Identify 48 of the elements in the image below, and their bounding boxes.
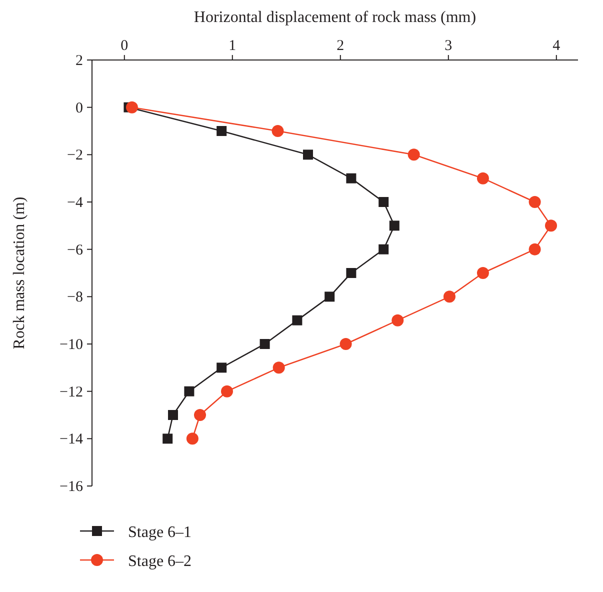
y-tick-label: −14 (60, 432, 84, 448)
point (126, 101, 138, 114)
point (216, 126, 227, 136)
point (528, 196, 541, 208)
point (346, 268, 356, 278)
point (408, 148, 420, 161)
point (545, 220, 557, 232)
y-tick-label: −16 (60, 479, 84, 495)
x-axis-title: Horizontal displacement of rock mass (mm) (194, 9, 476, 26)
point (216, 362, 227, 373)
point (303, 150, 313, 160)
point (476, 267, 489, 279)
point (272, 362, 285, 374)
x-tick-label: 1 (228, 38, 236, 54)
y-tick-label: −2 (67, 148, 83, 164)
x-tick-label: 3 (444, 38, 452, 54)
point (186, 432, 198, 445)
point (378, 244, 389, 254)
y-tick-label: −4 (67, 195, 84, 211)
point (292, 315, 302, 326)
point (389, 220, 400, 231)
x-tick-label: 0 (120, 38, 128, 54)
point (168, 410, 178, 420)
point (324, 292, 335, 302)
point (340, 338, 352, 350)
point (476, 172, 489, 184)
point (221, 385, 233, 398)
y-tick-label: 0 (76, 100, 83, 116)
point (272, 125, 284, 137)
point (392, 314, 404, 326)
point (184, 386, 194, 396)
x-tick-label: 4 (552, 38, 561, 54)
y-tick-label: 2 (76, 53, 83, 69)
point (378, 197, 389, 207)
y-axis-title: Rock mass location (m) (11, 196, 28, 350)
point (528, 243, 541, 256)
y-tick-label: −12 (60, 384, 83, 400)
y-tick-label: −6 (67, 242, 84, 258)
x-tick-label: 2 (336, 38, 344, 54)
point (346, 173, 356, 184)
y-tick-label: −8 (67, 290, 83, 306)
point (194, 409, 206, 421)
point (260, 339, 270, 349)
legend-label: Stage 6–2 (128, 553, 192, 570)
y-tick-label: −10 (60, 337, 83, 353)
point (443, 290, 456, 303)
legend-label: Stage 6–1 (128, 524, 192, 541)
point (162, 434, 173, 444)
